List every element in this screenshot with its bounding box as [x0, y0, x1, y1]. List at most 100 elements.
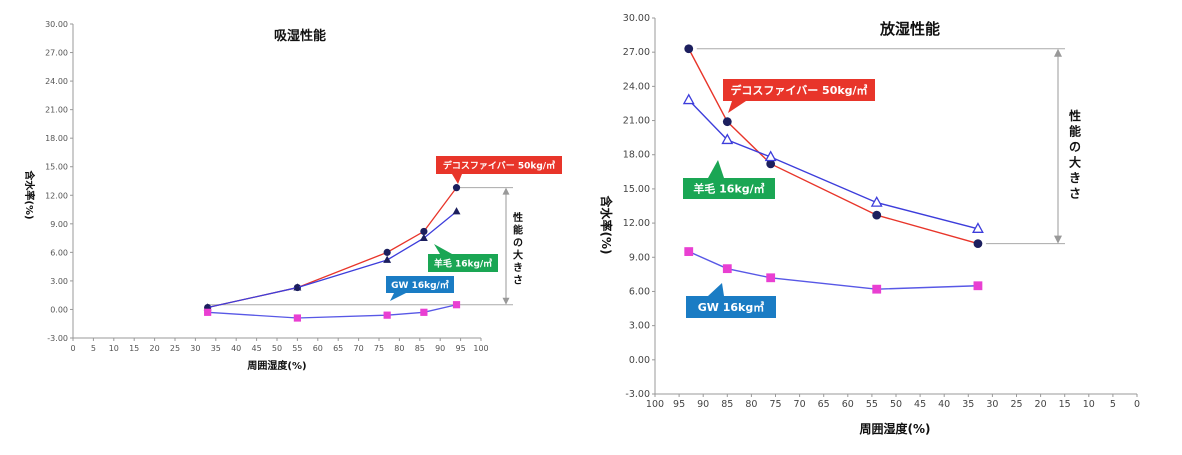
chart-desorption-svg: 放湿性能 周囲湿度(%) 含水率(%) -3.00 0.00 3.00 6.00 9.0…	[599, 13, 1140, 436]
performance-char: 性	[1068, 108, 1081, 123]
callout-label: 羊毛 16kg/㎥	[693, 182, 764, 196]
x-tick-label: 70	[794, 399, 806, 410]
y-tick-label: 27.00	[623, 47, 650, 58]
x-tick-label: 70	[354, 344, 364, 353]
data-point	[452, 184, 461, 192]
y-tick-label: 12.00	[45, 191, 68, 200]
data-point	[383, 248, 391, 256]
callout-gw: GW 16kg㎥	[686, 283, 776, 318]
x-tick-label: 65	[333, 344, 343, 353]
chart-desorption: 放湿性能 周囲湿度(%) 含水率(%) -3.00 0.00 3.00 6.00 9.0…	[590, 0, 1182, 451]
data-point	[293, 314, 301, 322]
y-tick-label: 6.00	[50, 248, 68, 257]
chart-title: 放湿性能	[879, 20, 940, 38]
x-tick-label: 35	[962, 399, 974, 410]
x-tick-label: 25	[1010, 399, 1022, 410]
y-tick-label: 6.00	[629, 286, 650, 297]
callout-box	[436, 156, 562, 174]
x-tick-label: 60	[313, 344, 323, 353]
callout-wool: 羊毛 16kg/㎥	[428, 244, 498, 272]
x-axis-title: 周囲湿度(%)	[860, 421, 931, 436]
data-point	[420, 308, 428, 316]
callout-tail	[708, 160, 724, 178]
callout-tail	[452, 174, 462, 184]
callout-box	[686, 296, 776, 318]
x-tick-label: 60	[842, 399, 854, 410]
chart-absorption-svg: 吸湿性能 周囲湿度(%) 含水率(%) -3.00 0.00 3.00 6.00 9.0…	[23, 20, 562, 372]
x-tick-label: 100	[646, 399, 664, 410]
x-tick-label: 20	[1035, 399, 1047, 410]
x-tick-label: 0	[1134, 399, 1140, 410]
series-line-2	[207, 304, 457, 319]
x-tick-label: 5	[1110, 399, 1116, 410]
chart-title: 吸湿性能	[274, 28, 326, 44]
x-tick-label: 40	[938, 399, 950, 410]
data-point	[684, 247, 694, 256]
callout-decos: デコスファイバー 50kg/㎥	[436, 156, 562, 184]
x-tick-label: 30	[986, 399, 998, 410]
performance-char: 能	[1069, 124, 1081, 139]
callout-tail	[728, 101, 746, 113]
x-tick-label: 20	[150, 344, 160, 353]
x-tick-label: 55	[866, 399, 878, 410]
data-point	[766, 159, 776, 169]
data-point	[452, 207, 461, 215]
data-point	[721, 133, 734, 145]
y-tick-label: 24.00	[623, 81, 650, 92]
data-point	[682, 93, 695, 105]
x-tick-label: 55	[292, 344, 302, 353]
x-tick-label: 95	[673, 399, 685, 410]
x-tick-label: 30	[190, 344, 200, 353]
callout-tail	[434, 244, 452, 254]
performance-char: き	[1069, 171, 1081, 185]
y-tick-label: -3.00	[625, 389, 650, 400]
callout-label: デコスファイバー 50kg/㎥	[443, 159, 555, 171]
chart-absorption: 吸湿性能 周囲湿度(%) 含水率(%) -3.00 0.00 3.00 6.00 9.0…	[23, 20, 562, 372]
y-tick-label: 9.00	[629, 252, 650, 263]
callout-box	[723, 79, 875, 101]
data-point	[872, 284, 882, 294]
y-tick-label: 3.00	[50, 277, 68, 286]
performance-char: 大	[513, 249, 523, 262]
x-tick-label: 65	[818, 399, 830, 410]
callout-label: GW 16kg/㎥	[391, 279, 449, 291]
x-tick-label: 25	[170, 344, 180, 353]
data-point	[203, 303, 212, 311]
y-tick-label: 21.00	[45, 106, 68, 115]
y-tick-label: 0.00	[50, 305, 68, 314]
data-point	[420, 227, 428, 236]
performance-char: さ	[513, 275, 523, 287]
data-point	[452, 301, 461, 309]
y-tick-label: 3.00	[629, 321, 650, 332]
y-tick-label: 21.00	[623, 116, 650, 127]
data-point	[766, 273, 776, 283]
x-tick-label: 15	[129, 344, 139, 353]
perf-arrow-head-top	[1054, 48, 1062, 57]
data-point	[383, 311, 391, 319]
perf-arrow-head-bottom	[1054, 235, 1062, 244]
series-line-2	[688, 250, 978, 290]
data-point	[722, 117, 732, 127]
x-tick-label: 75	[769, 399, 781, 410]
callout-label: 羊毛 16kg/㎥	[434, 257, 492, 269]
data-point	[872, 210, 882, 220]
callout-box	[386, 276, 454, 293]
x-tick-label: 45	[914, 399, 926, 410]
series-line-0	[688, 48, 979, 245]
y-tick-label: 0.00	[629, 355, 650, 366]
x-tick-label: 0	[70, 344, 75, 353]
y-tick-label: 9.00	[50, 220, 68, 229]
performance-char: の	[1069, 140, 1081, 154]
performance-char: 能	[513, 224, 523, 237]
data-point	[684, 44, 694, 54]
x-axis-title: 周囲湿度(%)	[247, 359, 306, 372]
y-tick-label: 18.00	[623, 150, 650, 161]
x-tick-label: 85	[721, 399, 733, 410]
x-tick-label: 10	[109, 344, 119, 353]
x-tick-label: 50	[272, 344, 282, 353]
series-line-1	[688, 99, 979, 230]
x-tick-label: 95	[456, 344, 466, 353]
x-tick-label: 45	[252, 344, 262, 353]
callout-decos: デコスファイバー 50kg/㎥	[723, 79, 875, 113]
